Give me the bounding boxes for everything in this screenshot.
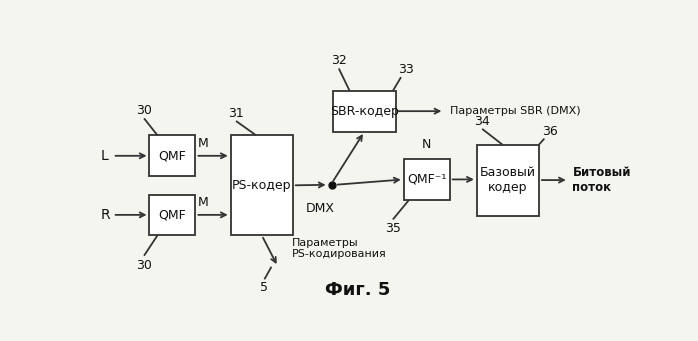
Text: 36: 36 [542,125,558,138]
Text: SBR-кодер: SBR-кодер [330,105,399,118]
Text: 34: 34 [474,115,490,128]
Text: N: N [422,138,431,151]
Bar [149,194,195,235]
Text: L: L [101,149,108,163]
Bar [334,91,396,132]
Bar [149,135,195,176]
Text: QMF: QMF [158,149,186,162]
Text: 30: 30 [136,104,152,117]
Text: R: R [101,208,110,222]
Bar [403,159,450,200]
Text: 32: 32 [331,54,347,67]
Text: Базовый
кодер: Базовый кодер [480,166,536,194]
Text: PS-кодер: PS-кодер [232,179,292,192]
Text: 5: 5 [260,281,269,294]
Text: M: M [198,137,209,150]
Text: Фиг. 5: Фиг. 5 [325,281,390,299]
Text: DMX: DMX [305,202,334,215]
Text: QMF⁻¹: QMF⁻¹ [407,173,447,186]
Text: Битовый
поток: Битовый поток [572,166,631,194]
Text: Параметры SBR (DMX): Параметры SBR (DMX) [450,106,580,116]
Text: QMF: QMF [158,208,186,221]
Bar [230,135,293,235]
Bar [477,145,539,216]
Text: 35: 35 [385,222,401,235]
Text: M: M [198,196,209,209]
Text: 30: 30 [136,259,152,272]
Text: 31: 31 [228,107,244,120]
Text: 33: 33 [399,63,414,76]
Text: Параметры
PS-кодирования: Параметры PS-кодирования [292,238,386,259]
